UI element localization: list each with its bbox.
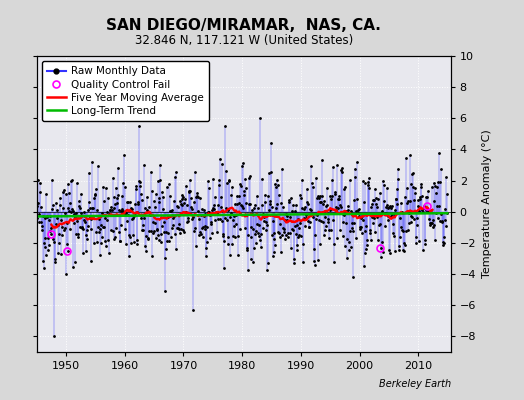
Y-axis label: Temperature Anomaly (°C): Temperature Anomaly (°C) <box>482 130 492 278</box>
Text: 32.846 N, 117.121 W (United States): 32.846 N, 117.121 W (United States) <box>135 34 353 47</box>
Text: Berkeley Earth: Berkeley Earth <box>378 379 451 389</box>
Legend: Raw Monthly Data, Quality Control Fail, Five Year Moving Average, Long-Term Tren: Raw Monthly Data, Quality Control Fail, … <box>42 61 209 121</box>
Text: SAN DIEGO/MIRAMAR,  NAS, CA.: SAN DIEGO/MIRAMAR, NAS, CA. <box>106 18 381 33</box>
